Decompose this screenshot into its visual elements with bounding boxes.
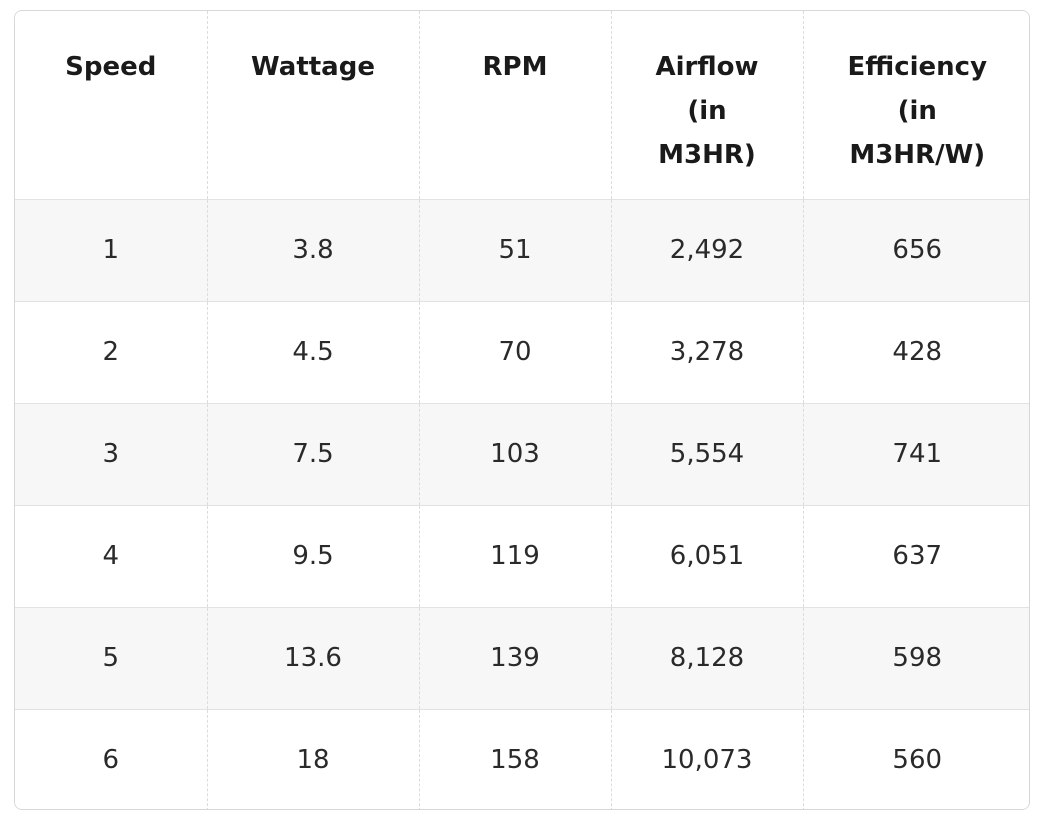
cell-airflow: 5,554 [610, 403, 803, 505]
fan-specs-table: Speed Wattage RPM Airflow (in M3HR) Effi… [15, 11, 1029, 809]
header-text: M3HR) [658, 140, 756, 170]
table-row: 5 13.6 139 8,128 598 [15, 607, 1029, 709]
cell-airflow: 3,278 [610, 301, 803, 403]
cell-speed: 2 [102, 337, 120, 367]
header-row: Speed Wattage RPM Airflow (in M3HR) Effi… [15, 11, 1029, 199]
cell-rpm: 70 [418, 301, 611, 403]
cell-efficiency: 741 [802, 403, 1029, 505]
cell-airflow: 6,051 [610, 505, 803, 607]
cell-wattage: 18 [206, 709, 419, 809]
cell-wattage: 4.5 [206, 301, 419, 403]
cell-wattage: 7.5 [206, 403, 419, 505]
fan-specs-table-container: Speed Wattage RPM Airflow (in M3HR) Effi… [14, 10, 1030, 810]
table-header: Speed Wattage RPM Airflow (in M3HR) Effi… [15, 11, 1029, 199]
header-wattage: Wattage [206, 11, 419, 199]
cell-efficiency: 637 [802, 505, 1029, 607]
cell-speed: 4 [102, 541, 120, 571]
cell-efficiency: 428 [802, 301, 1029, 403]
table-row: 3 7.5 103 5,554 741 [15, 403, 1029, 505]
header-efficiency: Efficiency (in M3HR/W) [802, 11, 1029, 199]
cell-wattage: 13.6 [206, 607, 419, 709]
table-row: 2 4.5 70 3,278 428 [15, 301, 1029, 403]
cell-speed: 5 [102, 643, 120, 673]
table-body: 1 3.8 51 2,492 656 2 4.5 70 3,278 428 3 … [15, 199, 1029, 809]
cell-speed: 6 [102, 745, 120, 776]
cell-speed: 3 [102, 439, 120, 469]
header-text: Wattage [251, 52, 375, 82]
cell-wattage: 3.8 [206, 199, 419, 301]
header-airflow: Airflow (in M3HR) [610, 11, 803, 199]
table-row: 1 3.8 51 2,492 656 [15, 199, 1029, 301]
cell-airflow: 8,128 [610, 607, 803, 709]
cell-rpm: 139 [418, 607, 611, 709]
cell-rpm: 119 [418, 505, 611, 607]
cell-rpm: 158 [418, 709, 611, 809]
cell-efficiency: 656 [802, 199, 1029, 301]
cell-efficiency: 598 [802, 607, 1029, 709]
table-row: 6 18 158 10,073 560 [15, 709, 1029, 809]
cell-rpm: 51 [418, 199, 611, 301]
header-text: (in [687, 96, 727, 126]
header-text: Speed [65, 52, 157, 82]
cell-wattage: 9.5 [206, 505, 419, 607]
header-text: Efficiency [847, 52, 988, 82]
table-row: 4 9.5 119 6,051 637 [15, 505, 1029, 607]
header-text: M3HR/W) [849, 140, 986, 170]
header-rpm: RPM [418, 11, 611, 199]
cell-airflow: 10,073 [610, 709, 803, 809]
cell-speed: 1 [102, 235, 120, 265]
cell-rpm: 103 [418, 403, 611, 505]
cell-airflow: 2,492 [610, 199, 803, 301]
header-text: Airflow [655, 52, 759, 82]
header-text: RPM [482, 52, 548, 82]
cell-efficiency: 560 [802, 709, 1029, 809]
header-speed: Speed [15, 11, 207, 199]
header-text: (in [897, 96, 937, 126]
